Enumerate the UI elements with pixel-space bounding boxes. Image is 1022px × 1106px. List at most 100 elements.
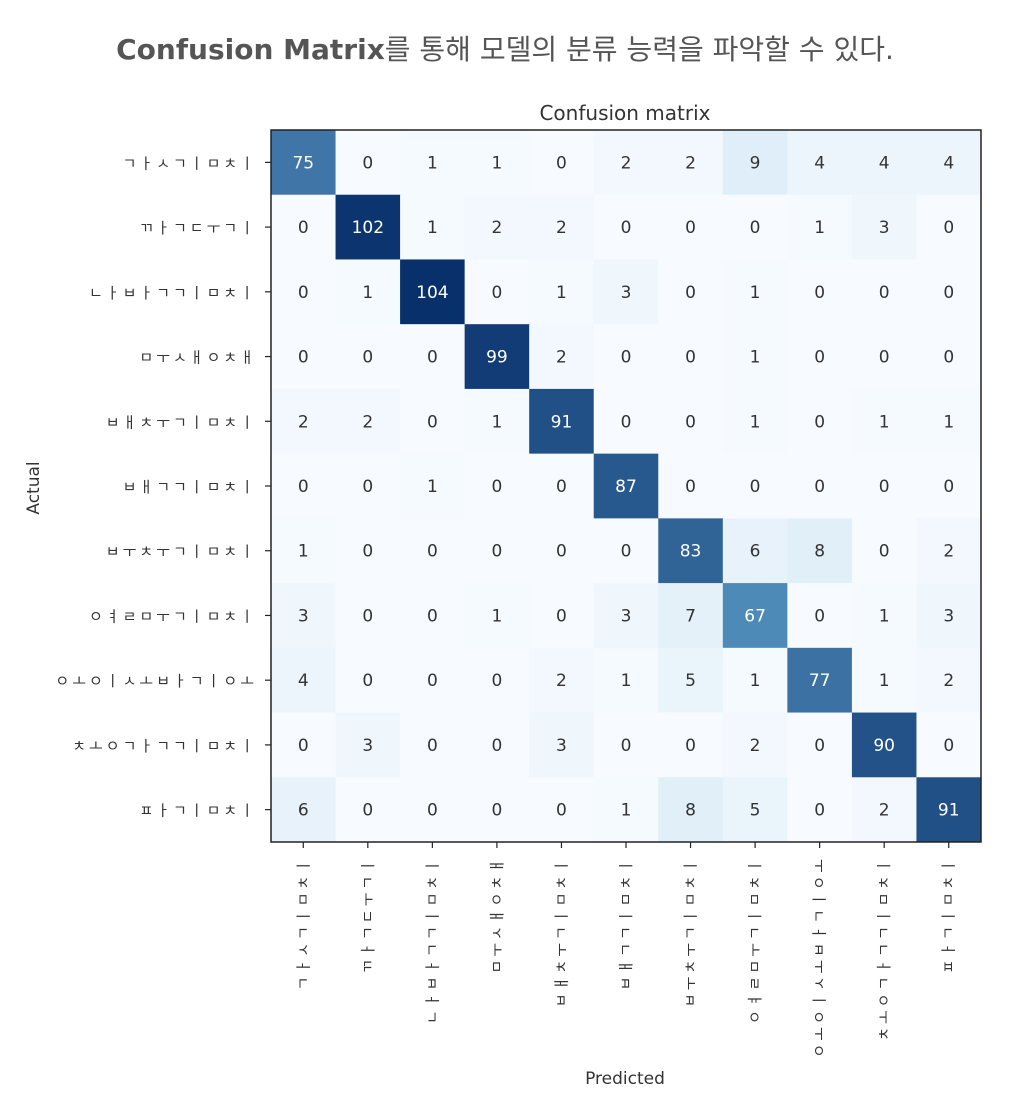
cell-value-label: 75 bbox=[292, 153, 314, 173]
cell-value-label: 8 bbox=[685, 801, 696, 821]
heatmap-cell bbox=[722, 583, 788, 649]
heatmap-cell bbox=[851, 194, 917, 260]
cell-value-label: 2 bbox=[685, 153, 696, 173]
cell-value-label: 0 bbox=[298, 477, 309, 497]
cell-value-label: 3 bbox=[362, 736, 373, 756]
heatmap-cell bbox=[335, 777, 401, 843]
heatmap-cell bbox=[916, 518, 982, 584]
cell-value-label: 0 bbox=[427, 801, 438, 821]
heatmap-cell bbox=[271, 388, 337, 455]
cell-value-label: 1 bbox=[879, 606, 890, 626]
heatmap-cell bbox=[916, 194, 982, 260]
heatmap-cell bbox=[658, 194, 724, 260]
cell-value-label: 0 bbox=[750, 218, 761, 238]
heatmap-cell bbox=[722, 453, 788, 519]
cell-value-label: 2 bbox=[556, 348, 567, 368]
cell-value-label: 0 bbox=[556, 542, 567, 562]
cell-value-label: 5 bbox=[685, 671, 696, 691]
cell-value-label: 0 bbox=[943, 736, 954, 756]
cell-value-label: 0 bbox=[362, 671, 373, 691]
cell-value-label: 0 bbox=[814, 736, 825, 756]
heatmap-cell bbox=[335, 518, 401, 584]
heatmap-cell bbox=[658, 518, 724, 584]
heatmap-cell bbox=[400, 194, 466, 260]
cell-value-label: 99 bbox=[486, 348, 508, 368]
cell-value-label: 1 bbox=[427, 218, 438, 238]
x-tick-label: ㅇㅕㄹㅁㅜㄱㅣㅁㅊㅣ bbox=[746, 856, 764, 1024]
cell-value-label: 0 bbox=[491, 477, 502, 497]
cell-value-label: 2 bbox=[621, 153, 632, 173]
cell-value-label: 0 bbox=[943, 283, 954, 303]
heatmap-cell bbox=[593, 259, 659, 325]
cell-value-label: 0 bbox=[362, 801, 373, 821]
y-tick-label: ㄲㅏㄱㄷㅜㄱㅣ bbox=[139, 219, 257, 237]
cell-value-label: 0 bbox=[814, 283, 825, 303]
heatmap-cell bbox=[787, 583, 853, 649]
heatmap-cell bbox=[787, 194, 853, 260]
y-tick-label: ㅁㅜㅅㅐㅇㅊㅐ bbox=[139, 349, 257, 367]
cell-value-label: 0 bbox=[427, 412, 438, 432]
heatmap-cell bbox=[658, 130, 724, 196]
heatmap-cell bbox=[593, 194, 659, 260]
heatmap-cell bbox=[593, 453, 659, 519]
heatmap-cell bbox=[593, 518, 659, 584]
heatmap-cell bbox=[916, 583, 982, 649]
cell-value-label: 1 bbox=[814, 218, 825, 238]
cell-value-label: 1 bbox=[427, 477, 438, 497]
heatmap-cell bbox=[400, 777, 466, 843]
heatmap-cell bbox=[722, 647, 788, 714]
cell-value-label: 1 bbox=[362, 283, 373, 303]
heatmap-cell bbox=[787, 712, 853, 778]
y-tick-labels: ㄱㅏㅅㄱㅣㅁㅊㅣㄲㅏㄱㄷㅜㄱㅣㄴㅏㅂㅏㄱㄱㅣㅁㅊㅣㅁㅜㅅㅐㅇㅊㅐㅂㅐㅊㅜㄱㅣㅁㅊ… bbox=[55, 154, 271, 820]
heatmap-cell bbox=[271, 518, 337, 584]
heatmap-cell bbox=[851, 388, 917, 455]
x-tick-label: ㅍㅏㄱㅣㅁㅊㅣ bbox=[940, 856, 958, 974]
cell-value-label: 0 bbox=[298, 736, 309, 756]
heatmap-cell bbox=[464, 324, 530, 390]
x-tick-label: ㅊㅗㅇㄱㅏㄱㄱㅣㅁㅊㅣ bbox=[875, 856, 893, 1041]
heatmap-cell bbox=[916, 130, 982, 196]
cell-value-label: 2 bbox=[750, 736, 761, 756]
heatmap-cell bbox=[529, 388, 595, 455]
heatmap-cell bbox=[335, 388, 401, 455]
heatmap-cell bbox=[464, 583, 530, 649]
cell-value-label: 2 bbox=[943, 671, 954, 691]
cell-value-label: 90 bbox=[873, 736, 895, 756]
x-tick-labels: ㄱㅏㅅㄱㅣㅁㅊㅣ ㄲㅏㄱㄷㅜㄱㅣ ㄴㅏㅂㅏㄱㄱㅣㅁㅊㅣ ㅁㅜㅅㅐㅇㅊㅐ ㅂㅐㅊㅜㄱㅣㅁㅊ… bbox=[294, 842, 958, 1058]
cell-value-label: 83 bbox=[680, 542, 702, 562]
cell-value-label: 0 bbox=[491, 283, 502, 303]
cell-value-label: 0 bbox=[427, 671, 438, 691]
cell-value-label: 0 bbox=[362, 477, 373, 497]
cell-value-label: 0 bbox=[427, 542, 438, 562]
x-tick-label: ㅂㅐㅊㅜㄱㅣㅁㅊㅣ bbox=[552, 856, 570, 1007]
cell-value-label: 0 bbox=[879, 542, 890, 562]
cell-value-label: 0 bbox=[556, 477, 567, 497]
heatmap-cell bbox=[916, 324, 982, 390]
cell-value-label: 0 bbox=[427, 348, 438, 368]
heatmap-cell bbox=[464, 647, 530, 714]
cell-value-label: 8 bbox=[814, 542, 825, 562]
x-tick-label: ㄱㅏㅅㄱㅣㅁㅊㅣ bbox=[294, 856, 312, 990]
cell-value-label: 0 bbox=[427, 606, 438, 626]
heatmap-cell bbox=[916, 259, 982, 325]
cell-value-label: 0 bbox=[556, 153, 567, 173]
heatmap-cell bbox=[400, 130, 466, 196]
heatmap-cell bbox=[916, 777, 982, 843]
cell-value-label: 6 bbox=[750, 542, 761, 562]
heatmap-cell bbox=[335, 647, 401, 714]
heatmap-cell bbox=[658, 777, 724, 843]
cell-value-label: 2 bbox=[491, 218, 502, 238]
heatmap-cell bbox=[851, 453, 917, 519]
cell-value-label: 87 bbox=[615, 477, 637, 497]
heatmap-cell bbox=[464, 388, 530, 455]
cell-value-label: 91 bbox=[938, 801, 960, 821]
cell-value-label: 0 bbox=[556, 606, 567, 626]
cell-value-label: 9 bbox=[750, 153, 761, 173]
heatmap-cell bbox=[271, 324, 337, 390]
heatmap-cell bbox=[335, 583, 401, 649]
heatmap-cell bbox=[916, 453, 982, 519]
heatmap-cell bbox=[464, 777, 530, 843]
heatmap-cell bbox=[335, 130, 401, 196]
cell-value-label: 3 bbox=[621, 283, 632, 303]
